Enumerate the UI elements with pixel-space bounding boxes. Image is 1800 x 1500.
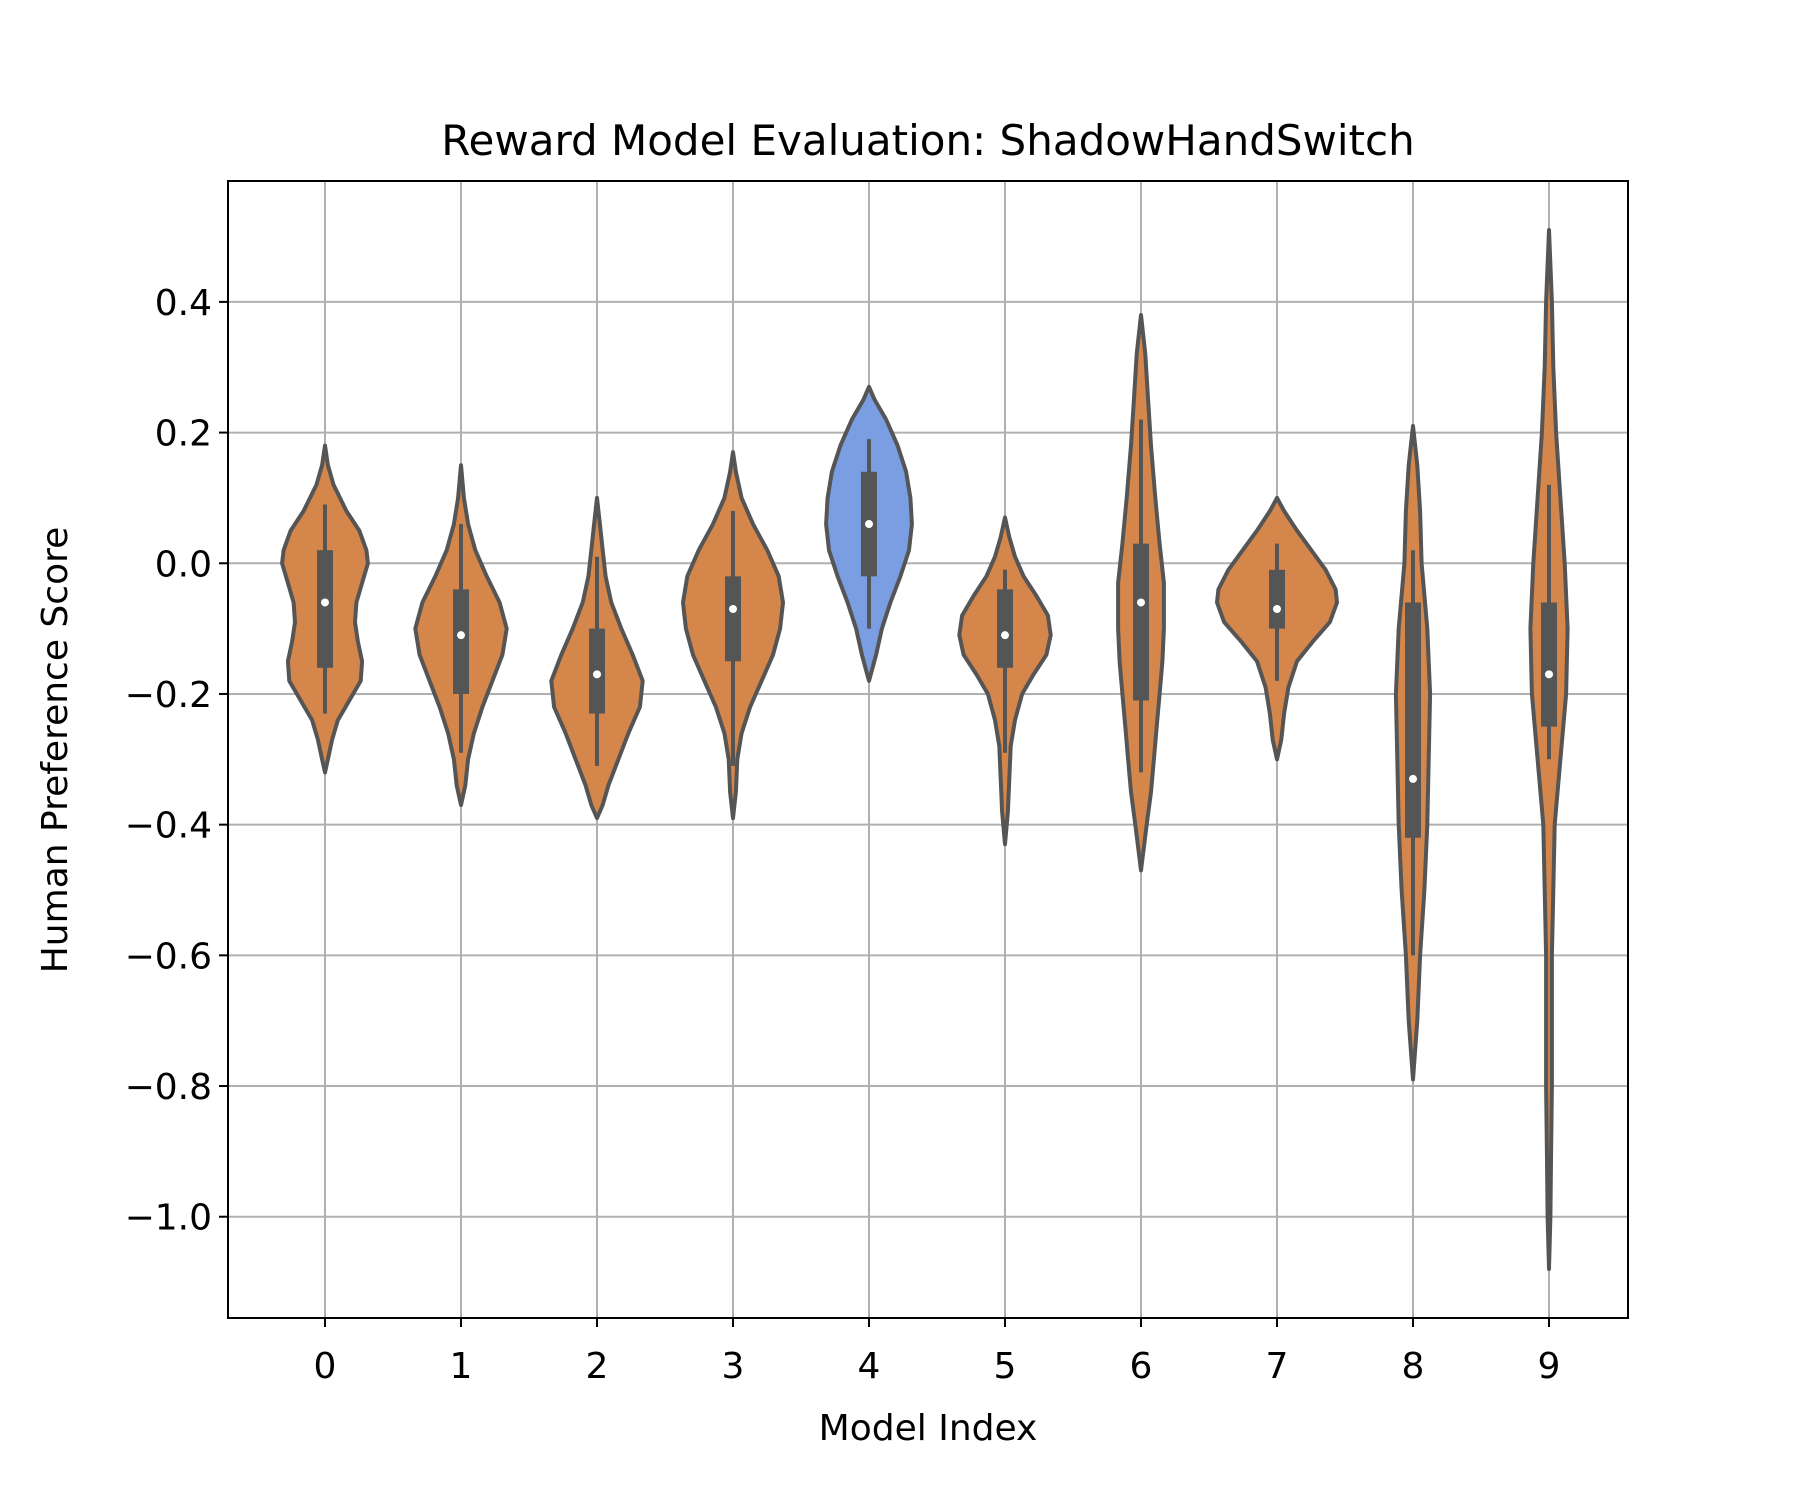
violin-6 xyxy=(1116,313,1166,873)
x-tick-label: 2 xyxy=(586,1346,609,1387)
violin-iqr-box xyxy=(725,576,741,662)
violin-iqr-box xyxy=(317,550,333,668)
violin-5 xyxy=(957,515,1053,847)
violin-iqr-box xyxy=(997,589,1013,668)
x-tick-label: 9 xyxy=(1538,1346,1561,1387)
violin-median-dot xyxy=(593,670,601,679)
violin-2 xyxy=(549,495,645,821)
violins xyxy=(280,228,1570,1271)
x-tick-label: 6 xyxy=(1130,1346,1153,1387)
violin-median-dot xyxy=(729,605,737,614)
y-tick-label: −1.0 xyxy=(125,1198,212,1239)
violin-median-dot xyxy=(865,520,873,529)
axis-ticks: 0.4 0.2 0.0 −0.2 −0.4 −0.6 −0.8 −1.0 0 1 2 3 4 5 6 7 8 9 xyxy=(125,283,1561,1387)
y-tick-label: 0.0 xyxy=(155,544,212,585)
x-tick-label: 8 xyxy=(1402,1346,1425,1387)
violin-1 xyxy=(413,463,509,807)
x-axis-label: Model Index xyxy=(819,1408,1038,1449)
x-tick-label: 7 xyxy=(1266,1346,1289,1387)
violin-median-dot xyxy=(1001,631,1009,640)
x-tick-label: 4 xyxy=(858,1346,881,1387)
violin-4 xyxy=(824,384,914,683)
y-tick-label: −0.6 xyxy=(125,936,212,977)
violin-median-dot xyxy=(321,598,329,607)
violin-iqr-box xyxy=(453,589,469,694)
chart-title: Reward Model Evaluation: ShadowHandSwitc… xyxy=(441,116,1415,165)
x-tick-label: 1 xyxy=(450,1346,473,1387)
x-tick-label: 5 xyxy=(994,1346,1017,1387)
plot-frame xyxy=(227,180,1629,1319)
y-tick-label: 0.2 xyxy=(155,414,212,455)
y-tick-label: −0.8 xyxy=(125,1067,212,1108)
y-tick-label: −0.2 xyxy=(125,675,212,716)
violin-iqr-box xyxy=(1133,543,1149,701)
x-tick-label: 0 xyxy=(314,1346,337,1387)
violin-9 xyxy=(1528,228,1570,1271)
violin-3 xyxy=(681,450,785,821)
violin-median-dot xyxy=(1409,774,1417,783)
violin-7 xyxy=(1215,495,1339,762)
y-axis-label: Human Preference Score xyxy=(35,527,76,974)
violin-iqr-box xyxy=(1269,569,1285,629)
y-tick-label: −0.4 xyxy=(125,806,212,847)
violin-median-dot xyxy=(1137,598,1145,607)
violin-median-dot xyxy=(1545,670,1553,679)
violin-iqr-box xyxy=(1405,602,1421,838)
violin-median-dot xyxy=(1273,605,1281,614)
violin-iqr-box xyxy=(1541,602,1557,727)
violin-median-dot xyxy=(457,631,465,640)
violin-8 xyxy=(1393,424,1433,1082)
y-tick-label: 0.4 xyxy=(155,283,212,324)
x-tick-label: 3 xyxy=(722,1346,745,1387)
violin-0 xyxy=(280,443,370,775)
